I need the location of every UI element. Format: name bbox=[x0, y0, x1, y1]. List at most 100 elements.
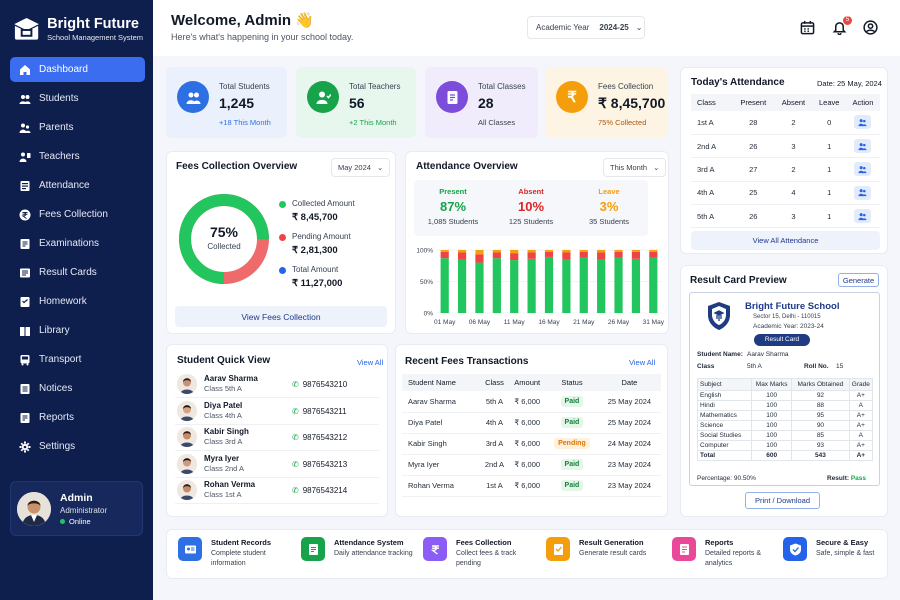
sidebar-item-result-cards[interactable]: Result Cards bbox=[10, 260, 145, 285]
marks-column-header: Marks Obtained bbox=[791, 378, 850, 391]
sidebar-item-reports[interactable]: Reports bbox=[10, 405, 145, 430]
feature-description: Collect fees & track pending bbox=[456, 550, 517, 567]
period-select[interactable]: This Month ⌄ bbox=[603, 158, 667, 177]
attendance-icon bbox=[18, 179, 31, 192]
brand[interactable]: Bright Future School Management System bbox=[0, 0, 153, 46]
student-phone[interactable]: ✆ 9876543213 bbox=[292, 460, 347, 469]
bar-absent bbox=[562, 252, 571, 260]
print-download-button[interactable]: Print / Download bbox=[745, 492, 820, 509]
month-select[interactable]: May 2024 ⌄ bbox=[331, 158, 391, 177]
profile-card[interactable]: Admin Administrator Online bbox=[10, 481, 143, 536]
student-phone[interactable]: ✆ 9876543212 bbox=[292, 433, 347, 442]
bar-absent bbox=[579, 251, 588, 258]
total-teachers-sub: +2 This Month bbox=[349, 118, 397, 127]
sidebar-item-homework[interactable]: Homework bbox=[10, 289, 145, 314]
table-row: 1st A 28 2 0 bbox=[691, 111, 880, 135]
sidebar-item-parents[interactable]: Parents bbox=[10, 115, 145, 140]
avatar bbox=[17, 491, 51, 526]
student-phone[interactable]: ✆ 9876543214 bbox=[292, 486, 347, 495]
bar-absent bbox=[614, 251, 623, 258]
sidebar-item-teachers[interactable]: Teachers bbox=[10, 144, 145, 169]
bar-leave bbox=[562, 250, 571, 253]
sidebar-item-attendance[interactable]: Attendance bbox=[10, 173, 145, 198]
user-account-icon[interactable] bbox=[863, 20, 879, 36]
table-cell: 3rd A bbox=[480, 433, 509, 455]
bell-icon[interactable]: 5 bbox=[832, 16, 852, 36]
bar-present bbox=[649, 257, 658, 313]
calendar-icon[interactable] bbox=[800, 20, 816, 36]
student-phone[interactable]: ✆ 9876543210 bbox=[292, 380, 347, 389]
sidebar-item-fees-collection[interactable]: Fees Collection bbox=[10, 202, 145, 227]
view-all-attendance-button[interactable]: View All Attendance bbox=[691, 231, 880, 250]
bar-present bbox=[579, 257, 588, 313]
phone-number: 9876543210 bbox=[302, 380, 348, 389]
fees-view-all-link[interactable]: View All bbox=[629, 358, 656, 367]
sidebar-item-library[interactable]: Library bbox=[10, 318, 145, 343]
teachers-icon bbox=[18, 150, 31, 163]
sidebar-item-students[interactable]: Students bbox=[10, 86, 145, 111]
academic-year-select[interactable]: Academic Year 2024-25 ⌄ bbox=[527, 16, 645, 39]
column-header: Date bbox=[597, 374, 661, 391]
fees-collection-card[interactable]: ₹ Fees Collection ₹ 8,45,700 75% Collected bbox=[545, 67, 667, 138]
list-item[interactable]: Aarav Sharma Class 5th A ✆ 9876543210 bbox=[175, 372, 379, 398]
student-name-label: Student Name: bbox=[697, 351, 743, 358]
phone-icon: ✆ bbox=[292, 380, 299, 389]
table-cell: 25 May 2024 bbox=[597, 412, 661, 434]
sidebar-item-transport[interactable]: Transport bbox=[10, 347, 145, 372]
view-students-icon[interactable] bbox=[854, 162, 872, 177]
table-cell: 5th A bbox=[691, 204, 733, 229]
view-fees-collection-button[interactable]: View Fees Collection bbox=[175, 306, 387, 327]
sidebar-item-settings[interactable]: Settings bbox=[10, 434, 145, 459]
leave-value: 3% bbox=[599, 199, 619, 214]
view-students-icon[interactable] bbox=[854, 209, 872, 224]
generate-button[interactable]: Generate bbox=[838, 273, 879, 287]
student-class: Class 3rd A bbox=[204, 437, 243, 446]
table-cell: 3rd A bbox=[691, 157, 733, 182]
list-item[interactable]: Rohan Verma Class 1st A ✆ 9876543214 bbox=[175, 478, 379, 504]
student-name: Diya Patel bbox=[204, 400, 243, 410]
bar-leave bbox=[649, 250, 658, 252]
status-badge: Paid bbox=[560, 480, 584, 491]
legend-value: ₹ 11,27,000 bbox=[292, 278, 343, 289]
sidebar-item-label: Attendance bbox=[39, 180, 90, 191]
class-label: Class bbox=[697, 363, 715, 370]
result-card-badge: Result Card bbox=[754, 334, 810, 346]
bar-present bbox=[510, 260, 519, 313]
action-cell bbox=[845, 181, 880, 206]
page-title: Welcome, Admin 👋 bbox=[171, 12, 314, 29]
view-students-icon[interactable] bbox=[854, 185, 872, 200]
total-students-card[interactable]: Total Students 1,245 +18 This Month bbox=[166, 67, 287, 138]
student-name: Kabir Singh bbox=[204, 427, 249, 436]
absent-count: 125 Students bbox=[508, 217, 554, 226]
table-cell: Paid bbox=[546, 412, 598, 434]
list-item[interactable]: Kabir Singh Class 3rd A ✆ 9876543212 bbox=[175, 425, 379, 451]
sidebar: Bright Future School Management System D… bbox=[0, 0, 153, 600]
table-cell: 1 bbox=[812, 157, 846, 182]
table-row: Aarav Sharma 5th A ₹ 6,000 Paid 25 May 2024 bbox=[402, 391, 661, 413]
sidebar-item-label: Notices bbox=[39, 383, 73, 394]
sidebar-item-label: Students bbox=[39, 93, 79, 104]
sidebar-item-examinations[interactable]: Examinations bbox=[10, 231, 145, 256]
total-classes-card[interactable]: Total Classes 28 All Classes bbox=[425, 67, 538, 138]
sidebar-item-notices[interactable]: Notices bbox=[10, 376, 145, 401]
avatar bbox=[177, 480, 197, 500]
table-cell: 23 May 2024 bbox=[597, 475, 661, 497]
sidebar-item-dashboard[interactable]: Dashboard bbox=[10, 57, 145, 82]
students-view-all-link[interactable]: View All bbox=[357, 358, 384, 367]
marks-row: Computer 100 93 A+ bbox=[696, 440, 874, 451]
table-cell: ₹ 6,000 bbox=[508, 412, 547, 434]
sidebar-item-label: Fees Collection bbox=[39, 209, 108, 220]
marks-cell: Social Studies bbox=[696, 430, 753, 441]
marks-cell: A+ bbox=[848, 440, 874, 451]
marks-row: Social Studies 100 85 A bbox=[696, 430, 874, 441]
view-students-icon[interactable] bbox=[854, 139, 872, 154]
list-item[interactable]: Myra Iyer Class 2nd A ✆ 9876543213 bbox=[175, 452, 379, 478]
total-teachers-card[interactable]: Total Teachers 56 +2 This Month bbox=[296, 67, 416, 138]
view-students-icon[interactable] bbox=[854, 115, 872, 130]
checklist-icon bbox=[301, 537, 325, 561]
student-phone[interactable]: ✆ 9876543211 bbox=[292, 407, 347, 416]
table-row: 5th A 26 3 1 bbox=[691, 204, 880, 229]
roll-value: 15 bbox=[836, 363, 844, 370]
online-status: Online bbox=[60, 517, 107, 526]
list-item[interactable]: Diya Patel Class 4th A ✆ 9876543211 bbox=[175, 399, 379, 425]
